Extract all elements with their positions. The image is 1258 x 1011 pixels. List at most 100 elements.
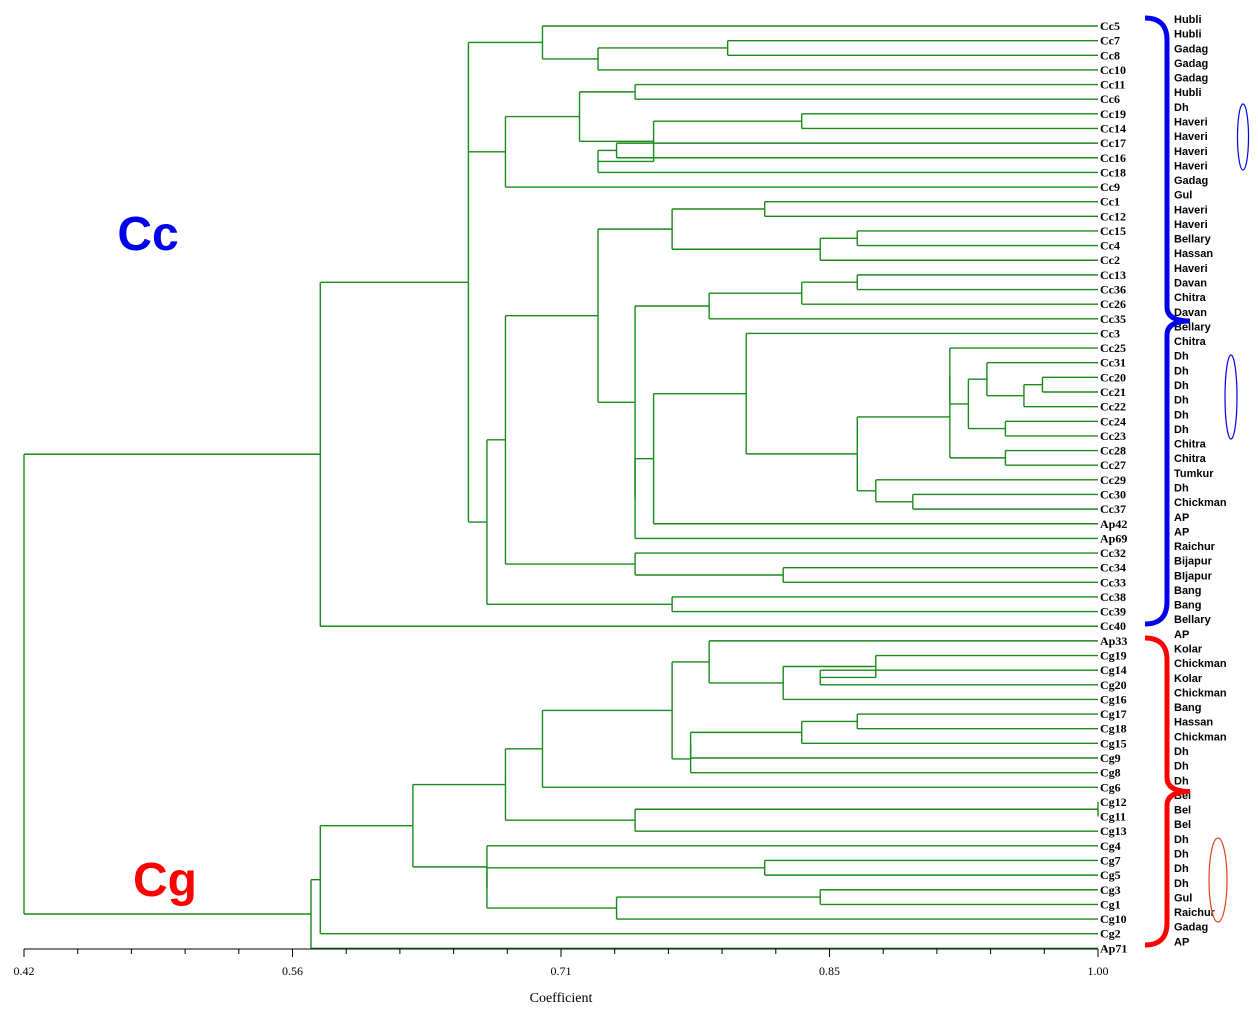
location-label: AP [1174,512,1189,524]
location-label: Dh [1174,746,1189,758]
leaf-label: Cc40 [1100,619,1126,633]
location-label: Dh [1174,482,1189,494]
leaf-label: Cc12 [1100,209,1126,223]
location-label: Gul [1174,190,1192,202]
location-label: Gadag [1174,175,1208,187]
leaf-label: Cg2 [1100,927,1121,941]
leaf-label: Cg6 [1100,780,1121,794]
leaf-label: Cg8 [1100,766,1121,780]
leaf-label: Cc1 [1100,195,1120,209]
leaf-label: Cg14 [1100,663,1127,677]
highlight-ellipse-cg-dh [1208,837,1228,923]
location-label: Dh [1174,848,1189,860]
leaf-label: Cc21 [1100,385,1126,399]
tick-label: 0.85 [819,964,840,978]
location-label: Dh [1174,380,1189,392]
location-label: Davan [1174,307,1207,319]
location-label: Tumkur [1174,468,1214,480]
location-label: Haveri [1174,146,1208,158]
leaf-label: Ap33 [1100,634,1127,648]
leaf-label: Cc11 [1100,78,1125,92]
leaf-label: Cc15 [1100,224,1126,238]
location-label: Gadag [1174,922,1208,934]
group-label-cg: Cg [133,854,197,907]
location-label: Bellary [1174,614,1212,626]
location-label: Gadag [1174,43,1208,55]
leaf-label: Cg7 [1100,853,1121,867]
location-label: Haveri [1174,160,1208,172]
location-label: Bel [1174,805,1191,817]
leaf-label: Cc34 [1100,561,1126,575]
leaf-labels: Cc5Cc7Cc8Cc10Cc11Cc6Cc19Cc14Cc17Cc16Cc18… [1100,19,1127,955]
leaf-label: Cg16 [1100,692,1127,706]
leaf-label: Cc27 [1100,458,1126,472]
leaf-label: Cc31 [1100,356,1126,370]
location-label: Dh [1174,365,1189,377]
leaf-label: Cc18 [1100,165,1126,179]
location-label: Chickman [1174,731,1227,743]
location-label: Gul [1174,892,1192,904]
location-label: Dh [1174,761,1189,773]
leaf-label: Cc13 [1100,268,1126,282]
brace-cc [1144,15,1191,627]
location-label: Bang [1174,702,1202,714]
location-label: Bellary [1174,321,1212,333]
tick-label: 0.56 [282,964,303,978]
leaf-label: Cc35 [1100,312,1126,326]
leaf-label: Cg17 [1100,707,1127,721]
tick-label: 0.42 [14,964,35,978]
leaf-label: Ap71 [1100,941,1127,955]
location-label: Dh [1174,775,1189,787]
leaf-label: Cc17 [1100,136,1126,150]
location-label: Chickman [1174,658,1227,670]
location-label: Haveri [1174,116,1208,128]
location-label: Dh [1174,834,1189,846]
location-label: Chickman [1174,497,1227,509]
leaf-label: Cc2 [1100,253,1120,267]
location-label: Haveri [1174,219,1208,231]
leaf-label: Cc8 [1100,48,1120,62]
leaf-label: Ap69 [1100,531,1127,545]
leaf-label: Cc23 [1100,429,1126,443]
x-axis: 0.42 0.56 0.71 0.85 1.00 [14,948,1109,978]
leaf-label: Ap42 [1100,517,1127,531]
leaf-label: Cc16 [1100,151,1126,165]
leaf-label: Cc39 [1100,605,1126,619]
leaf-label: Cc38 [1100,590,1126,604]
leaf-label: Cc25 [1100,341,1126,355]
dendrogram-tree [23,25,1099,950]
leaf-label: Cg19 [1100,649,1127,663]
leaf-label: Cg10 [1100,912,1127,926]
leaf-label: Cc6 [1100,92,1120,106]
leaf-label: Cg11 [1100,810,1126,824]
group-brackets [1144,15,1250,948]
location-label: Raichur [1174,541,1216,553]
leaf-label: Cc28 [1100,444,1126,458]
location-label: Chitra [1174,439,1207,451]
leaf-label: Cc30 [1100,487,1126,501]
location-label: Bel [1174,819,1191,831]
leaf-label: Cg1 [1100,897,1121,911]
leaf-label: Cc24 [1100,414,1126,428]
leaf-label: Cc7 [1100,34,1120,48]
leaf-label: Cc32 [1100,546,1126,560]
leaf-label: Cc10 [1100,63,1126,77]
leaf-label: Cc36 [1100,283,1126,297]
location-label: Kolar [1174,644,1203,656]
leaf-label: Cc20 [1100,370,1126,384]
location-label: Chitra [1174,336,1207,348]
leaf-label: Cg9 [1100,751,1121,765]
location-label: Gadag [1174,73,1208,85]
location-label: Dh [1174,102,1189,114]
location-label: Hubli [1174,14,1202,26]
highlight-ellipse-haveri [1236,103,1250,171]
leaf-label: Cc9 [1100,180,1120,194]
location-label: AP [1174,526,1189,538]
location-label: BIjapur [1174,570,1213,582]
location-label: Hassan [1174,717,1213,729]
location-label: Bijapur [1174,556,1213,568]
leaf-label: Cc26 [1100,297,1126,311]
location-label: Hassan [1174,248,1213,260]
location-label: Chitra [1174,453,1207,465]
leaf-label: Cg5 [1100,868,1121,882]
